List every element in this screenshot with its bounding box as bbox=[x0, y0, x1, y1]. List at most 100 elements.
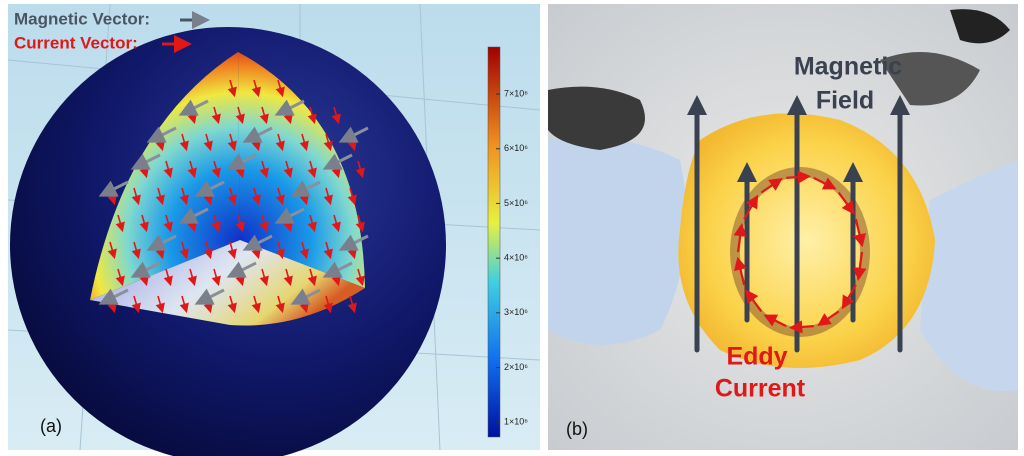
current-vector bbox=[307, 106, 317, 125]
magnetic-vector bbox=[130, 261, 161, 278]
magnetic-vector bbox=[194, 180, 225, 197]
current-vector bbox=[179, 295, 189, 314]
current-vector bbox=[227, 295, 237, 314]
vector-field bbox=[98, 79, 369, 314]
colorbar-tick-label: 4×10⁶ bbox=[504, 253, 528, 263]
current-vector bbox=[203, 133, 213, 152]
current-vector bbox=[187, 160, 197, 179]
magnetic-vector bbox=[242, 126, 273, 143]
current-vector bbox=[131, 295, 141, 314]
current-vector bbox=[307, 268, 317, 287]
panel-label: (a) bbox=[40, 416, 62, 436]
current-vector bbox=[131, 187, 141, 206]
current-vector bbox=[259, 214, 269, 233]
magnetic-vector bbox=[290, 180, 321, 197]
magnetic-vector bbox=[322, 261, 353, 278]
current-vector bbox=[275, 241, 285, 260]
current-vector bbox=[227, 79, 237, 98]
colorbar-tick-label: 6×10⁶ bbox=[504, 143, 528, 153]
current-vector bbox=[347, 295, 357, 314]
colorbar-tick-label: 5×10⁶ bbox=[504, 198, 528, 208]
current-vector bbox=[251, 187, 261, 206]
current-vector bbox=[227, 241, 237, 260]
panel-label: (b) bbox=[566, 419, 588, 439]
current-vector bbox=[283, 268, 293, 287]
magnetic-vector bbox=[178, 99, 209, 116]
magnetic-vector bbox=[98, 288, 129, 305]
current-vector bbox=[283, 160, 293, 179]
legend-current: Current Vector: bbox=[14, 33, 138, 52]
colorbar-tick-label: 2×10⁶ bbox=[504, 362, 528, 372]
current-vector bbox=[275, 133, 285, 152]
tissue bbox=[920, 160, 1018, 392]
current-vector bbox=[163, 214, 173, 233]
current-vector bbox=[227, 187, 237, 206]
current-vector bbox=[227, 133, 237, 152]
magnetic-vector bbox=[322, 153, 353, 170]
magnetic-vector bbox=[178, 207, 209, 224]
eddy-arrow bbox=[853, 218, 866, 248]
magnetic-vector bbox=[242, 234, 273, 251]
colorbar-tick-label: 7×10⁶ bbox=[504, 88, 528, 98]
colorbar bbox=[487, 46, 501, 438]
current-vector bbox=[139, 214, 149, 233]
current-vector bbox=[179, 133, 189, 152]
current-vector bbox=[347, 187, 357, 206]
current-vector bbox=[155, 295, 165, 314]
field-label: Magnetic bbox=[794, 53, 902, 81]
current-vector bbox=[163, 268, 173, 287]
eddy-arrow bbox=[745, 289, 763, 313]
current-vector bbox=[155, 187, 165, 206]
current-vector bbox=[323, 241, 333, 260]
current-vector bbox=[323, 187, 333, 206]
magnetic-vector bbox=[338, 126, 369, 143]
magnetic-vector bbox=[290, 288, 321, 305]
panel-a: Magnetic Vector: Current Vector: (a) bbox=[7, 3, 541, 456]
magnetic-vector bbox=[226, 261, 257, 278]
magnetic-vector bbox=[146, 126, 177, 143]
current-vector bbox=[355, 214, 365, 233]
current-vector bbox=[235, 106, 245, 125]
current-vector bbox=[259, 268, 269, 287]
eddy-arrow bbox=[786, 170, 811, 184]
eddy-arrow bbox=[789, 320, 814, 334]
current-vector bbox=[211, 268, 221, 287]
current-vector bbox=[115, 214, 125, 233]
magnetic-vector bbox=[274, 207, 305, 224]
eddy-arrow bbox=[734, 256, 747, 286]
current-vector bbox=[331, 106, 341, 125]
eddy-arrow bbox=[817, 310, 840, 327]
dark-region bbox=[950, 9, 1010, 44]
current-vector bbox=[275, 79, 285, 98]
current-vector bbox=[211, 106, 221, 125]
current-vector bbox=[259, 106, 269, 125]
colorbar-tick-label: 1×10⁶ bbox=[504, 417, 528, 427]
current-vector bbox=[299, 133, 309, 152]
eddy-label: Current bbox=[715, 375, 806, 403]
current-vector bbox=[131, 241, 141, 260]
dark-region bbox=[548, 86, 645, 150]
eddy-arrow bbox=[813, 176, 837, 190]
current-vector bbox=[251, 295, 261, 314]
current-vector bbox=[235, 214, 245, 233]
current-vector bbox=[307, 214, 317, 233]
current-vector bbox=[307, 160, 317, 179]
tissue bbox=[548, 137, 687, 345]
current-vector bbox=[115, 268, 125, 287]
current-vector bbox=[299, 241, 309, 260]
eddy-arrow bbox=[837, 191, 855, 215]
magnetic-vector bbox=[194, 288, 225, 305]
eddy-arrow bbox=[853, 251, 867, 281]
magnetic-vector bbox=[338, 234, 369, 251]
current-vector bbox=[355, 268, 365, 287]
magnetic-vector bbox=[274, 99, 305, 116]
current-vector bbox=[251, 79, 261, 98]
magnetic-vector bbox=[98, 180, 129, 197]
current-vector bbox=[323, 295, 333, 314]
magnetic-vector bbox=[146, 234, 177, 251]
current-vector bbox=[163, 160, 173, 179]
legend-magnetic: Magnetic Vector: bbox=[14, 9, 150, 28]
magnetic-vector bbox=[226, 153, 257, 170]
current-vector bbox=[275, 187, 285, 206]
current-vector bbox=[211, 160, 221, 179]
